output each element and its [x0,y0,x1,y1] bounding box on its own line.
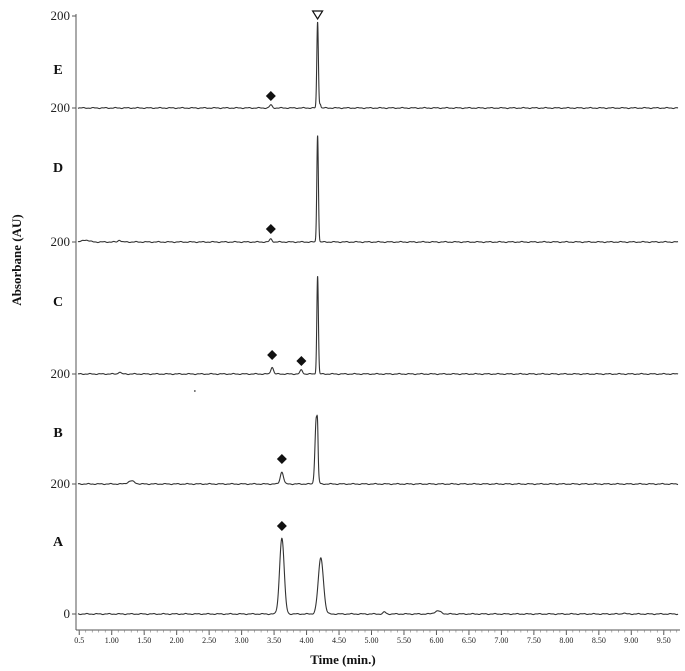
trace-label-a: A [53,535,64,550]
x-tick-label: 9.00 [624,636,638,645]
x-tick-label: 2.50 [202,636,216,645]
y-tick-label-b: 200 [51,476,71,491]
x-tick-label: 5.50 [397,636,411,645]
x-tick-label: 4.00 [300,636,314,645]
x-tick-label: 6.50 [462,636,476,645]
trace-c [77,276,679,376]
stray-dot [193,390,196,392]
x-tick-label: 5.00 [365,636,379,645]
x-tick-label: 8.00 [559,636,573,645]
x-tick-label: 1.00 [105,636,119,645]
diamond-marker [267,350,278,360]
x-tick-label: 8.50 [592,636,606,645]
trace-label-b: B [53,426,62,441]
x-tick-label: 7.50 [527,636,541,645]
x-tick-label: 0.5 [74,636,84,645]
y-tick-label-e: 200 [51,100,71,115]
x-tick-label: 1.50 [137,636,151,645]
trace-e [77,21,679,110]
trace-d [77,135,679,244]
trace-b [77,414,679,486]
diamond-marker [276,521,287,531]
x-tick-label: 6.00 [429,636,443,645]
y-tick-label-c: 200 [51,366,71,381]
diamond-marker [265,91,276,101]
x-tick-label: 3.00 [235,636,249,645]
traces [77,21,679,616]
trace-label-c: C [53,295,63,310]
diamond-marker [296,356,307,366]
x-axis-title: Time (min.) [310,652,375,667]
y-axis-title: Absorbane (AU) [9,214,24,305]
axes: 0.5 1.00 1.50 2.00 2.50 3.00 3.50 4.00 4.50 5.00 5… [51,8,680,645]
trace-label-e: E [53,63,62,78]
open-triangle-marker [311,10,324,21]
labels: E D C B A [53,10,324,550]
x-tick-label: 3.50 [267,636,281,645]
x-tick-label: 2.00 [170,636,184,645]
trace-a [77,537,679,616]
x-tick-label: 9.50 [657,636,671,645]
x-tick-label: 4.50 [332,636,346,645]
trace-label-d: D [53,161,63,176]
x-tick-label: 7.00 [494,636,508,645]
y-tick-label-d: 200 [51,234,71,249]
y-tick-label-a: 0 [64,606,71,621]
diamond-marker [276,454,287,464]
diamond-marker [265,224,276,234]
y-tick-label-top: 200 [51,8,71,23]
